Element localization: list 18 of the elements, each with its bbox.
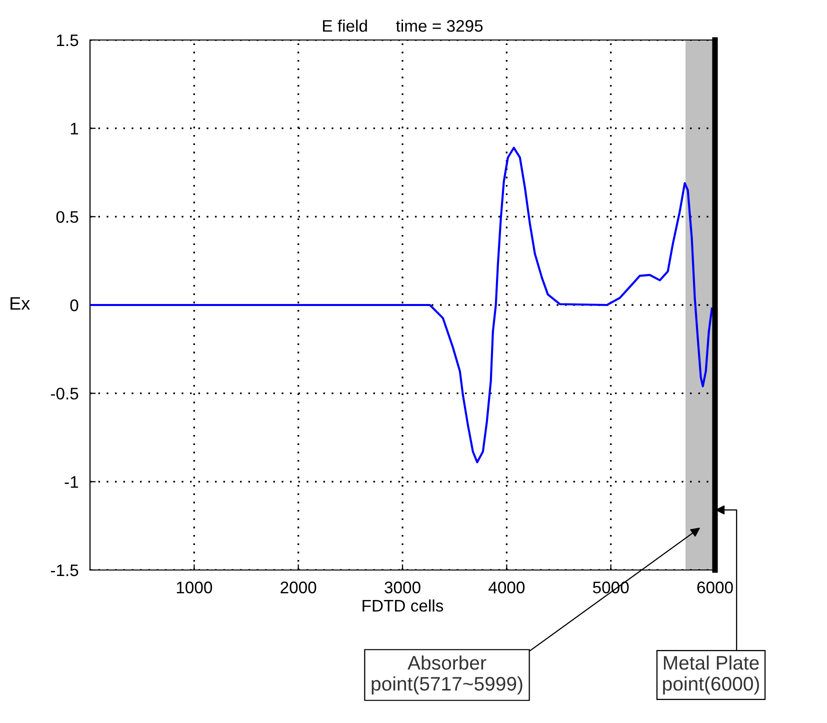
y-tick-label: -0.5 [50,388,78,400]
y-tick-label: 0.5 [56,211,78,223]
y-tick-label: 0 [70,299,78,312]
y-tick-label: -1 [64,476,78,488]
y-axis-title: Ex [10,297,30,310]
y-tick-label: 1.5 [56,34,78,46]
x-tick-label: 4000 [488,582,525,594]
x-tick-label: 1000 [176,582,212,594]
x-tick-label: 6000 [697,582,733,594]
y-tick-label: 1 [70,122,78,134]
line-series [90,146,713,464]
annotation: Metal Plate point(6000) [663,655,759,695]
x-tick-label: 2000 [280,582,316,594]
x-axis-title: FDTD cells [362,599,444,612]
y-tick-label: -1.5 [50,564,78,576]
text: Absorber point(5717~5999) [372,655,522,695]
chart-title: E field time = 3295 [323,20,483,32]
x-tick-label: 3000 [384,582,420,594]
